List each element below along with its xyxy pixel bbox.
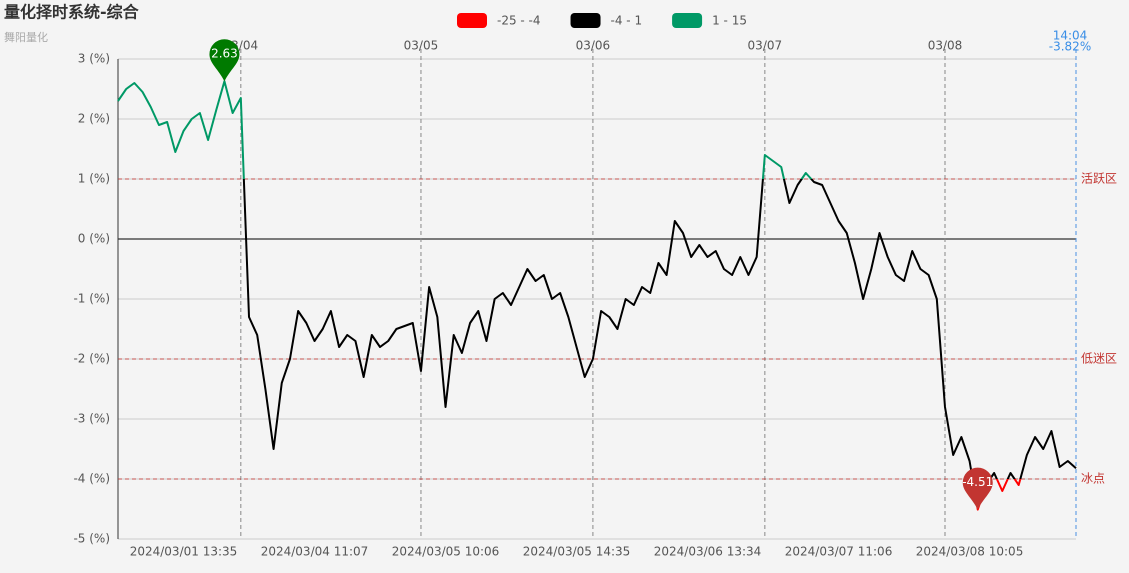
y-tick-label: -3 (%)	[73, 412, 110, 426]
y-tick-label: -1 (%)	[73, 292, 110, 306]
mark-point	[209, 39, 240, 82]
legend-label: -4 - 1	[611, 14, 643, 28]
y-tick-label: 3 (%)	[78, 52, 110, 66]
x-tick-label: 2024/03/05 14:35	[523, 545, 631, 559]
mark-point	[962, 467, 993, 510]
y-tick-label: -4 (%)	[73, 472, 110, 486]
day-label: 03/07	[748, 39, 783, 53]
legend-swatch	[457, 13, 487, 28]
line-series	[117, 80, 1077, 511]
x-tick-label: 2024/03/01 13:35	[130, 545, 238, 559]
end-label: -3.82%	[1049, 40, 1091, 54]
y-tick-label: 1 (%)	[78, 172, 110, 186]
legend-label: 1 - 15	[712, 14, 747, 28]
y-tick-label: -2 (%)	[73, 352, 110, 366]
day-label: 14:04	[1053, 29, 1088, 43]
x-tick-label: 2024/03/08 10:05	[916, 545, 1024, 559]
mark-line-label: 活跃区	[1081, 172, 1117, 186]
day-label: 03/06	[576, 39, 611, 53]
legend-swatch	[570, 13, 601, 28]
y-tick-label: -5 (%)	[73, 532, 110, 546]
mark-line-label: 冰点	[1081, 472, 1105, 486]
x-tick-label: 2024/03/06 13:34	[654, 545, 762, 559]
chart-subtitle: 舞阳量化	[4, 30, 48, 44]
y-tick-label: 0 (%)	[78, 232, 110, 246]
chart-title: 量化择时系统-综合	[4, 3, 140, 22]
day-label: 03/08	[928, 39, 963, 53]
x-tick-label: 2024/03/07 11:06	[785, 545, 893, 559]
legend-swatch	[672, 13, 703, 28]
day-label: 03/05	[404, 39, 439, 53]
x-tick-label: 2024/03/05 10:06	[392, 545, 500, 559]
legend-label: -25 - -4	[497, 14, 541, 28]
mark-point-label: 2.63	[211, 47, 238, 61]
y-tick-label: 2 (%)	[78, 112, 110, 126]
mark-line-label: 低迷区	[1081, 352, 1117, 366]
mark-point-label: -4.51	[962, 475, 993, 489]
x-tick-label: 2024/03/04 11:07	[261, 545, 369, 559]
